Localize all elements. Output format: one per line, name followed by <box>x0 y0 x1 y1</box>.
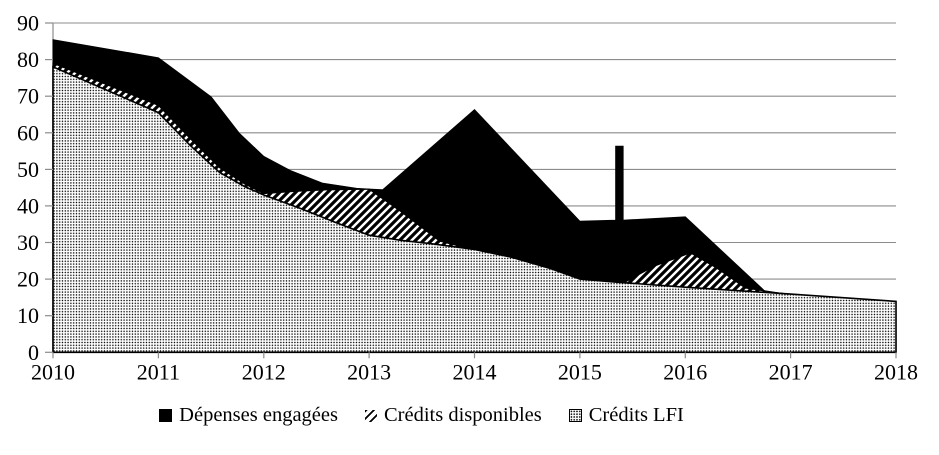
x-tick-label: 2011 <box>137 359 180 384</box>
y-tick-label: 70 <box>17 84 39 109</box>
x-tick-label: 2015 <box>558 359 602 384</box>
chart-legend: Dépenses engagées Crédits disponibles Cr… <box>0 404 891 427</box>
x-tick-label: 2016 <box>663 359 707 384</box>
x-tick-label: 2014 <box>453 359 497 384</box>
legend-item-credits-lfi: Crédits LFI <box>568 404 684 427</box>
y-tick-label: 50 <box>17 157 39 182</box>
plot-svg: 0 10 20 30 40 50 60 70 80 90 2010 2011 2012 2013 2014 2… <box>17 11 918 385</box>
x-tick-label: 2013 <box>347 359 391 384</box>
legend-label-credits-lfi: Crédits LFI <box>588 404 684 426</box>
legend-label-credits-disponibles: Crédits disponibles <box>383 404 542 426</box>
y-tick-label: 20 <box>17 267 39 292</box>
y-tick-label: 60 <box>17 120 39 145</box>
y-tick-label: 10 <box>17 303 39 328</box>
area-credits-lfi <box>52 65 897 354</box>
y-tick-label: 0 <box>28 340 39 365</box>
legend-swatch-diagonal-hatch-icon <box>364 409 377 422</box>
y-tick-label: 80 <box>17 47 39 72</box>
x-tick-label: 2012 <box>242 359 286 384</box>
legend-item-depenses-engagees: Dépenses engagées <box>159 404 338 427</box>
y-tick-label: 30 <box>17 230 39 255</box>
legend-swatch-dots-icon <box>568 409 582 422</box>
legend-swatch-solid-black-icon <box>159 409 173 422</box>
legend-item-credits-disponibles: Crédits disponibles <box>364 404 542 427</box>
y-tick-label: 90 <box>17 11 39 36</box>
x-tick-label: 2018 <box>874 359 918 384</box>
x-tick-label: 2017 <box>769 359 813 384</box>
x-tick-label: 2010 <box>31 359 75 384</box>
legend-label-depenses-engagees: Dépenses engagées <box>179 404 338 426</box>
y-tick-label: 40 <box>17 193 39 218</box>
